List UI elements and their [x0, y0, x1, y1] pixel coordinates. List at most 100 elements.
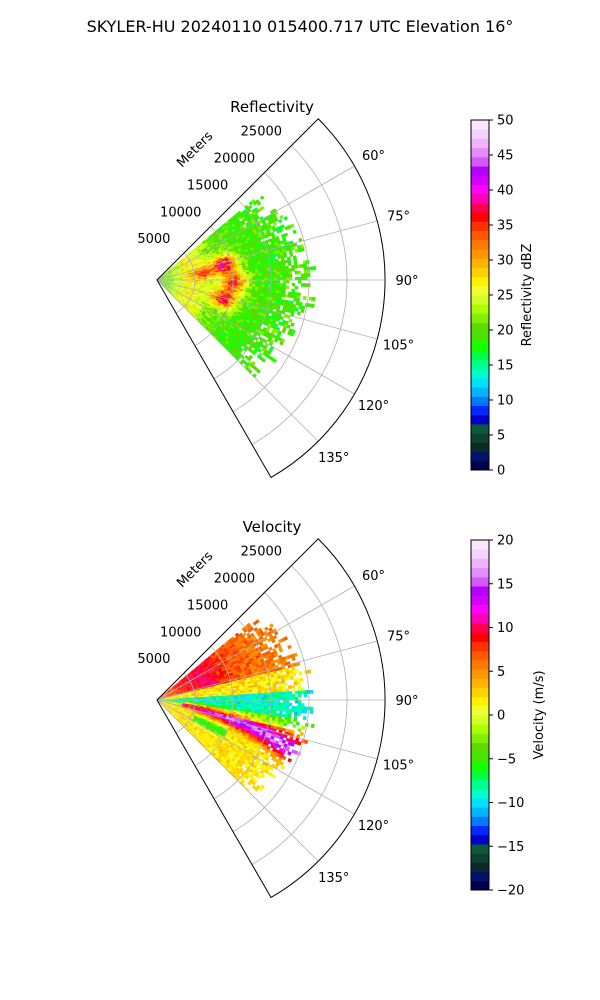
field-cell	[183, 289, 188, 292]
field-cell	[164, 280, 168, 282]
field-cell	[253, 260, 258, 264]
field-cell	[198, 264, 202, 267]
field-cell	[190, 255, 195, 259]
field-cell	[248, 265, 252, 269]
field-cell	[293, 258, 298, 263]
field-cell	[285, 702, 290, 707]
field-cell	[215, 249, 220, 253]
field-cell	[275, 290, 280, 294]
field-cell	[191, 256, 195, 259]
field-cell	[174, 269, 178, 272]
field-cell	[237, 240, 242, 245]
field-cell	[199, 246, 204, 250]
field-cell	[251, 264, 256, 268]
field-cell	[239, 290, 243, 294]
field-cell	[274, 300, 279, 305]
field-cell	[270, 302, 275, 307]
field-cell	[297, 270, 302, 275]
field-cell	[203, 247, 208, 251]
field-cell	[207, 261, 211, 265]
field-cell	[279, 240, 285, 245]
field-cell	[209, 275, 214, 277]
field-cell	[273, 702, 278, 706]
field-cell	[204, 263, 209, 267]
field-cell	[177, 262, 181, 265]
field-cell	[205, 250, 210, 254]
field-cell	[176, 277, 180, 278]
field-cell	[265, 260, 270, 264]
field-cell	[262, 260, 267, 264]
field-cell	[282, 251, 287, 256]
field-cell	[228, 249, 233, 253]
field-cell	[188, 276, 192, 279]
field-cell	[179, 266, 183, 269]
field-cell	[271, 300, 276, 304]
field-cell	[217, 302, 222, 305]
field-cell	[229, 304, 234, 308]
field-cell	[273, 280, 278, 283]
field-cell	[257, 293, 262, 297]
field-cell	[170, 276, 174, 278]
field-cell	[285, 274, 290, 278]
field-cell	[258, 270, 262, 274]
field-cell	[253, 297, 258, 301]
field-cell	[231, 248, 236, 252]
field-cell	[215, 257, 219, 261]
field-cell	[255, 199, 260, 204]
field-cell	[276, 691, 281, 696]
colorbar-segment	[471, 193, 489, 204]
field-cell	[227, 275, 232, 278]
field-cell	[186, 290, 190, 293]
field-cell	[207, 237, 212, 241]
field-cell	[167, 280, 171, 282]
field-cell	[205, 288, 210, 291]
field-cell	[261, 284, 265, 288]
field-cell	[211, 232, 216, 236]
field-cell	[220, 294, 224, 297]
field-cell	[303, 273, 308, 278]
field-cell	[163, 282, 168, 284]
field-cell	[210, 247, 215, 251]
field-cell	[204, 248, 208, 252]
colorbar-tick-label: 5	[497, 429, 505, 444]
field-cell	[183, 255, 187, 259]
field-cell	[248, 271, 253, 275]
field-cell	[198, 263, 202, 267]
field-cell	[167, 269, 171, 272]
field-cell	[166, 283, 170, 285]
colorbar-tick-label: 10	[497, 394, 514, 409]
field-cell	[205, 244, 209, 248]
field-cell	[303, 709, 308, 714]
field-cell	[216, 239, 221, 244]
field-cell	[236, 285, 241, 288]
field-cell	[218, 299, 223, 303]
field-cell	[296, 244, 302, 250]
field-cell	[164, 271, 168, 274]
field-cell	[219, 304, 224, 308]
field-cell	[270, 254, 275, 258]
field-cell	[212, 281, 217, 283]
field-cell	[207, 253, 211, 257]
field-cell	[209, 281, 214, 283]
field-cell	[205, 299, 210, 302]
field-cell	[227, 281, 232, 284]
field-cell	[244, 263, 249, 267]
field-cell	[288, 271, 293, 275]
field-cell	[163, 275, 167, 277]
field-cell	[197, 281, 202, 283]
field-cell	[205, 290, 209, 293]
field-cell	[185, 292, 190, 295]
field-cell	[218, 272, 223, 275]
field-cell	[205, 267, 209, 270]
field-cell	[206, 260, 211, 264]
field-cell	[173, 276, 177, 278]
field-cell	[280, 257, 285, 262]
field-cell	[188, 278, 192, 280]
field-cell	[172, 275, 177, 277]
field-cell	[203, 260, 208, 264]
field-cell	[288, 274, 293, 278]
field-cell	[245, 291, 249, 295]
field-cell	[177, 289, 181, 291]
field-cell	[206, 273, 210, 275]
